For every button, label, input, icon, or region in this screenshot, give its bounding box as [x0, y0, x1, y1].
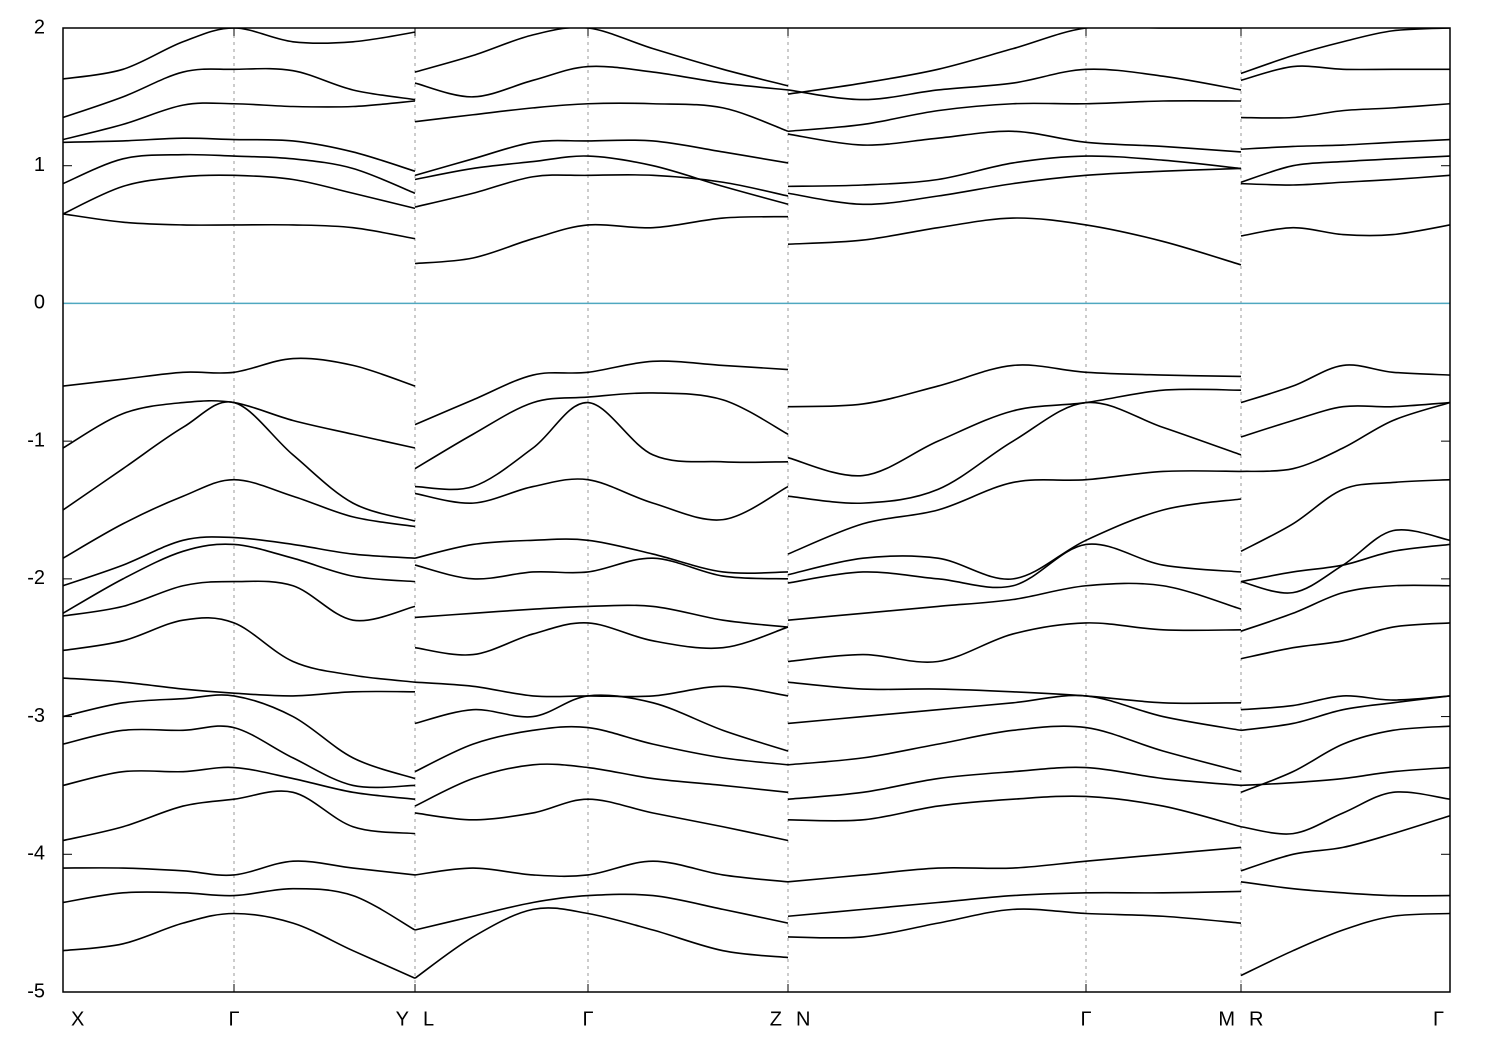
y-tick-label: 2	[34, 16, 45, 38]
band-line	[63, 130, 1450, 177]
band-line	[63, 677, 1450, 711]
plot-frame	[62, 27, 1451, 993]
y-tick-label: -2	[27, 567, 45, 589]
y-tick-label: -3	[27, 705, 45, 727]
band-line	[63, 470, 1450, 559]
y-tick-label: -5	[27, 980, 45, 1002]
band-line	[63, 907, 1450, 979]
band-line	[63, 617, 1450, 683]
x-tick-label: Z	[770, 1008, 782, 1030]
x-tick-label: M	[1218, 1008, 1235, 1030]
y-tick-label: 0	[34, 292, 45, 314]
band-line	[63, 167, 1450, 215]
x-tick-label: N	[796, 1008, 810, 1030]
y-tick-label: 1	[34, 154, 45, 176]
band-line	[63, 28, 1450, 95]
band-line	[63, 725, 1450, 794]
band-line	[63, 357, 1450, 426]
band-line	[63, 65, 1450, 119]
y-tick-label: -4	[27, 843, 45, 865]
x-tick-label: L	[423, 1008, 434, 1030]
x-tick-label: R	[1249, 1008, 1263, 1030]
band-line	[63, 763, 1450, 807]
band-line	[63, 213, 1450, 266]
x-tick-label: X	[71, 1008, 84, 1030]
x-tick-label: Γ	[1433, 1008, 1444, 1030]
y-tick-label: -1	[27, 429, 45, 451]
band-line	[63, 99, 1450, 141]
band-line	[63, 153, 1450, 206]
band-line	[63, 498, 1450, 594]
x-tick-label: Y	[396, 1008, 409, 1030]
band-line	[63, 580, 1450, 632]
band-line	[63, 543, 1450, 614]
x-tick-label: Γ	[582, 1008, 593, 1030]
band-line	[63, 401, 1450, 522]
band-line	[63, 694, 1450, 780]
band-line	[63, 881, 1450, 931]
band-line	[63, 814, 1450, 883]
band-line	[63, 790, 1450, 842]
x-tick-label: Γ	[1080, 1008, 1091, 1030]
x-tick-label: Γ	[228, 1008, 239, 1030]
